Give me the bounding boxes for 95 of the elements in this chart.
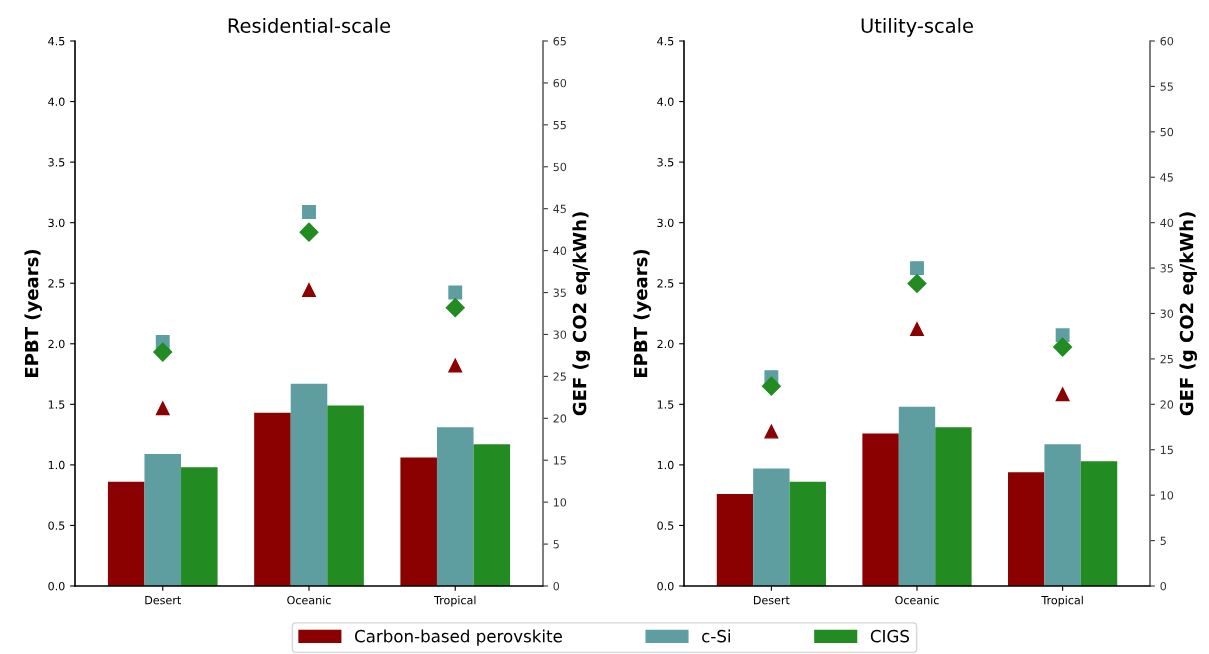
- point: [445, 298, 465, 318]
- point: [299, 222, 319, 242]
- point: [302, 205, 316, 219]
- y-tick-label: 0.5: [48, 521, 65, 530]
- y2-tick-label: 15: [553, 456, 566, 465]
- bar: [254, 412, 291, 586]
- y2-tick-label: 30: [553, 330, 567, 339]
- y-tick-label: 3.0: [48, 218, 65, 228]
- bar: [473, 444, 511, 586]
- y2-tick-label: 20: [1160, 400, 1174, 409]
- y2-tick-label: 5: [1160, 536, 1166, 545]
- point: [764, 424, 779, 439]
- y2-tick-label: 25: [553, 372, 566, 381]
- bar: [400, 457, 437, 586]
- y-tick-label: 0.5: [657, 521, 674, 530]
- y2-tick-label: 60: [553, 78, 567, 88]
- bar: [327, 405, 364, 586]
- y-axis-title: EPBT (years): [24, 249, 43, 377]
- y2-tick-label: 5: [553, 540, 559, 549]
- y-tick-label: 2.0: [657, 339, 674, 349]
- y-tick-label: 1.0: [48, 460, 65, 470]
- y-tick-label: 3.5: [48, 158, 65, 167]
- point: [155, 401, 170, 416]
- y2-tick-label: 50: [553, 162, 567, 172]
- y2-tick-label: 0: [553, 581, 560, 591]
- chart-title: Residential-scale: [228, 17, 391, 33]
- point: [761, 376, 781, 396]
- bar: [436, 427, 474, 586]
- bar: [1008, 472, 1045, 586]
- y-tick-label: 0.0: [657, 581, 674, 591]
- point: [302, 283, 316, 297]
- y2-tick-label: 55: [1160, 82, 1173, 91]
- y2-axis-title: GEF (g CO2 eq/kWh): [572, 212, 591, 416]
- y2-axis-title: GEF (g CO2 eq/kWh): [1179, 212, 1198, 416]
- y-tick-label: 3.0: [657, 218, 674, 228]
- bar: [181, 467, 218, 586]
- point: [448, 358, 463, 373]
- y2-tick-label: 35: [553, 288, 566, 297]
- y-tick-label: 1.5: [48, 400, 65, 409]
- y2-tick-label: 60: [1160, 36, 1174, 46]
- x-tick-label: Oceanic: [895, 595, 939, 605]
- point: [153, 342, 173, 362]
- y-tick-label: 2.5: [48, 279, 65, 288]
- y2-tick-label: 45: [553, 204, 566, 214]
- y-tick-label: 0.0: [48, 581, 65, 591]
- y2-tick-label: 40: [553, 246, 567, 255]
- y-tick-label: 4.5: [657, 37, 674, 46]
- bar: [898, 406, 936, 586]
- y-tick-label: 2.0: [48, 339, 65, 349]
- y-tick-label: 3.5: [657, 158, 674, 167]
- chart-title: Utility-scale: [861, 17, 973, 37]
- bar: [1044, 444, 1081, 586]
- point: [1053, 337, 1073, 357]
- y-tick-label: 4.0: [48, 97, 65, 106]
- y2-tick-label: 0: [1160, 581, 1167, 591]
- y2-tick-label: 20: [553, 414, 567, 423]
- bar: [862, 433, 899, 586]
- x-tick-label: Desert: [145, 596, 181, 605]
- x-tick-label: Tropical: [1041, 595, 1083, 607]
- y-axis-title: EPBT (years): [633, 249, 652, 377]
- point: [1055, 387, 1070, 402]
- bar: [935, 427, 972, 586]
- y2-tick-label: 50: [1160, 127, 1174, 137]
- y2-tick-label: 45: [1160, 173, 1173, 182]
- legend-label: Carbon-based perovskite: [354, 629, 562, 646]
- y-tick-label: 4.0: [657, 97, 674, 106]
- bar: [290, 383, 328, 586]
- y2-tick-label: 10: [553, 498, 567, 507]
- bar: [716, 493, 754, 586]
- point: [448, 285, 463, 300]
- legend-label: c-Si: [702, 629, 730, 643]
- bar: [753, 468, 790, 586]
- y2-tick-label: 15: [1160, 445, 1173, 455]
- point: [910, 321, 924, 336]
- bar: [144, 453, 182, 586]
- bar: [789, 481, 826, 586]
- x-tick-label: Oceanic: [287, 595, 331, 605]
- y2-tick-label: 35: [1160, 264, 1173, 273]
- y2-tick-label: 25: [1160, 354, 1173, 364]
- y2-tick-label: 10: [1160, 491, 1174, 500]
- bar: [107, 481, 145, 586]
- y2-tick-label: 65: [553, 36, 566, 46]
- bar: [1080, 461, 1118, 586]
- y-tick-label: 1.0: [657, 460, 674, 470]
- y2-tick-label: 30: [1160, 309, 1174, 318]
- y-tick-label: 4.5: [48, 37, 65, 46]
- y2-tick-label: 55: [553, 120, 566, 130]
- y-tick-label: 2.5: [657, 279, 674, 288]
- x-tick-label: Desert: [753, 596, 790, 605]
- point: [910, 261, 924, 276]
- y2-tick-label: 40: [1160, 218, 1174, 228]
- y-tick-label: 1.5: [657, 400, 674, 409]
- legend-label: CIGS: [870, 629, 910, 643]
- point: [907, 273, 927, 294]
- x-tick-label: Tropical: [434, 595, 476, 607]
